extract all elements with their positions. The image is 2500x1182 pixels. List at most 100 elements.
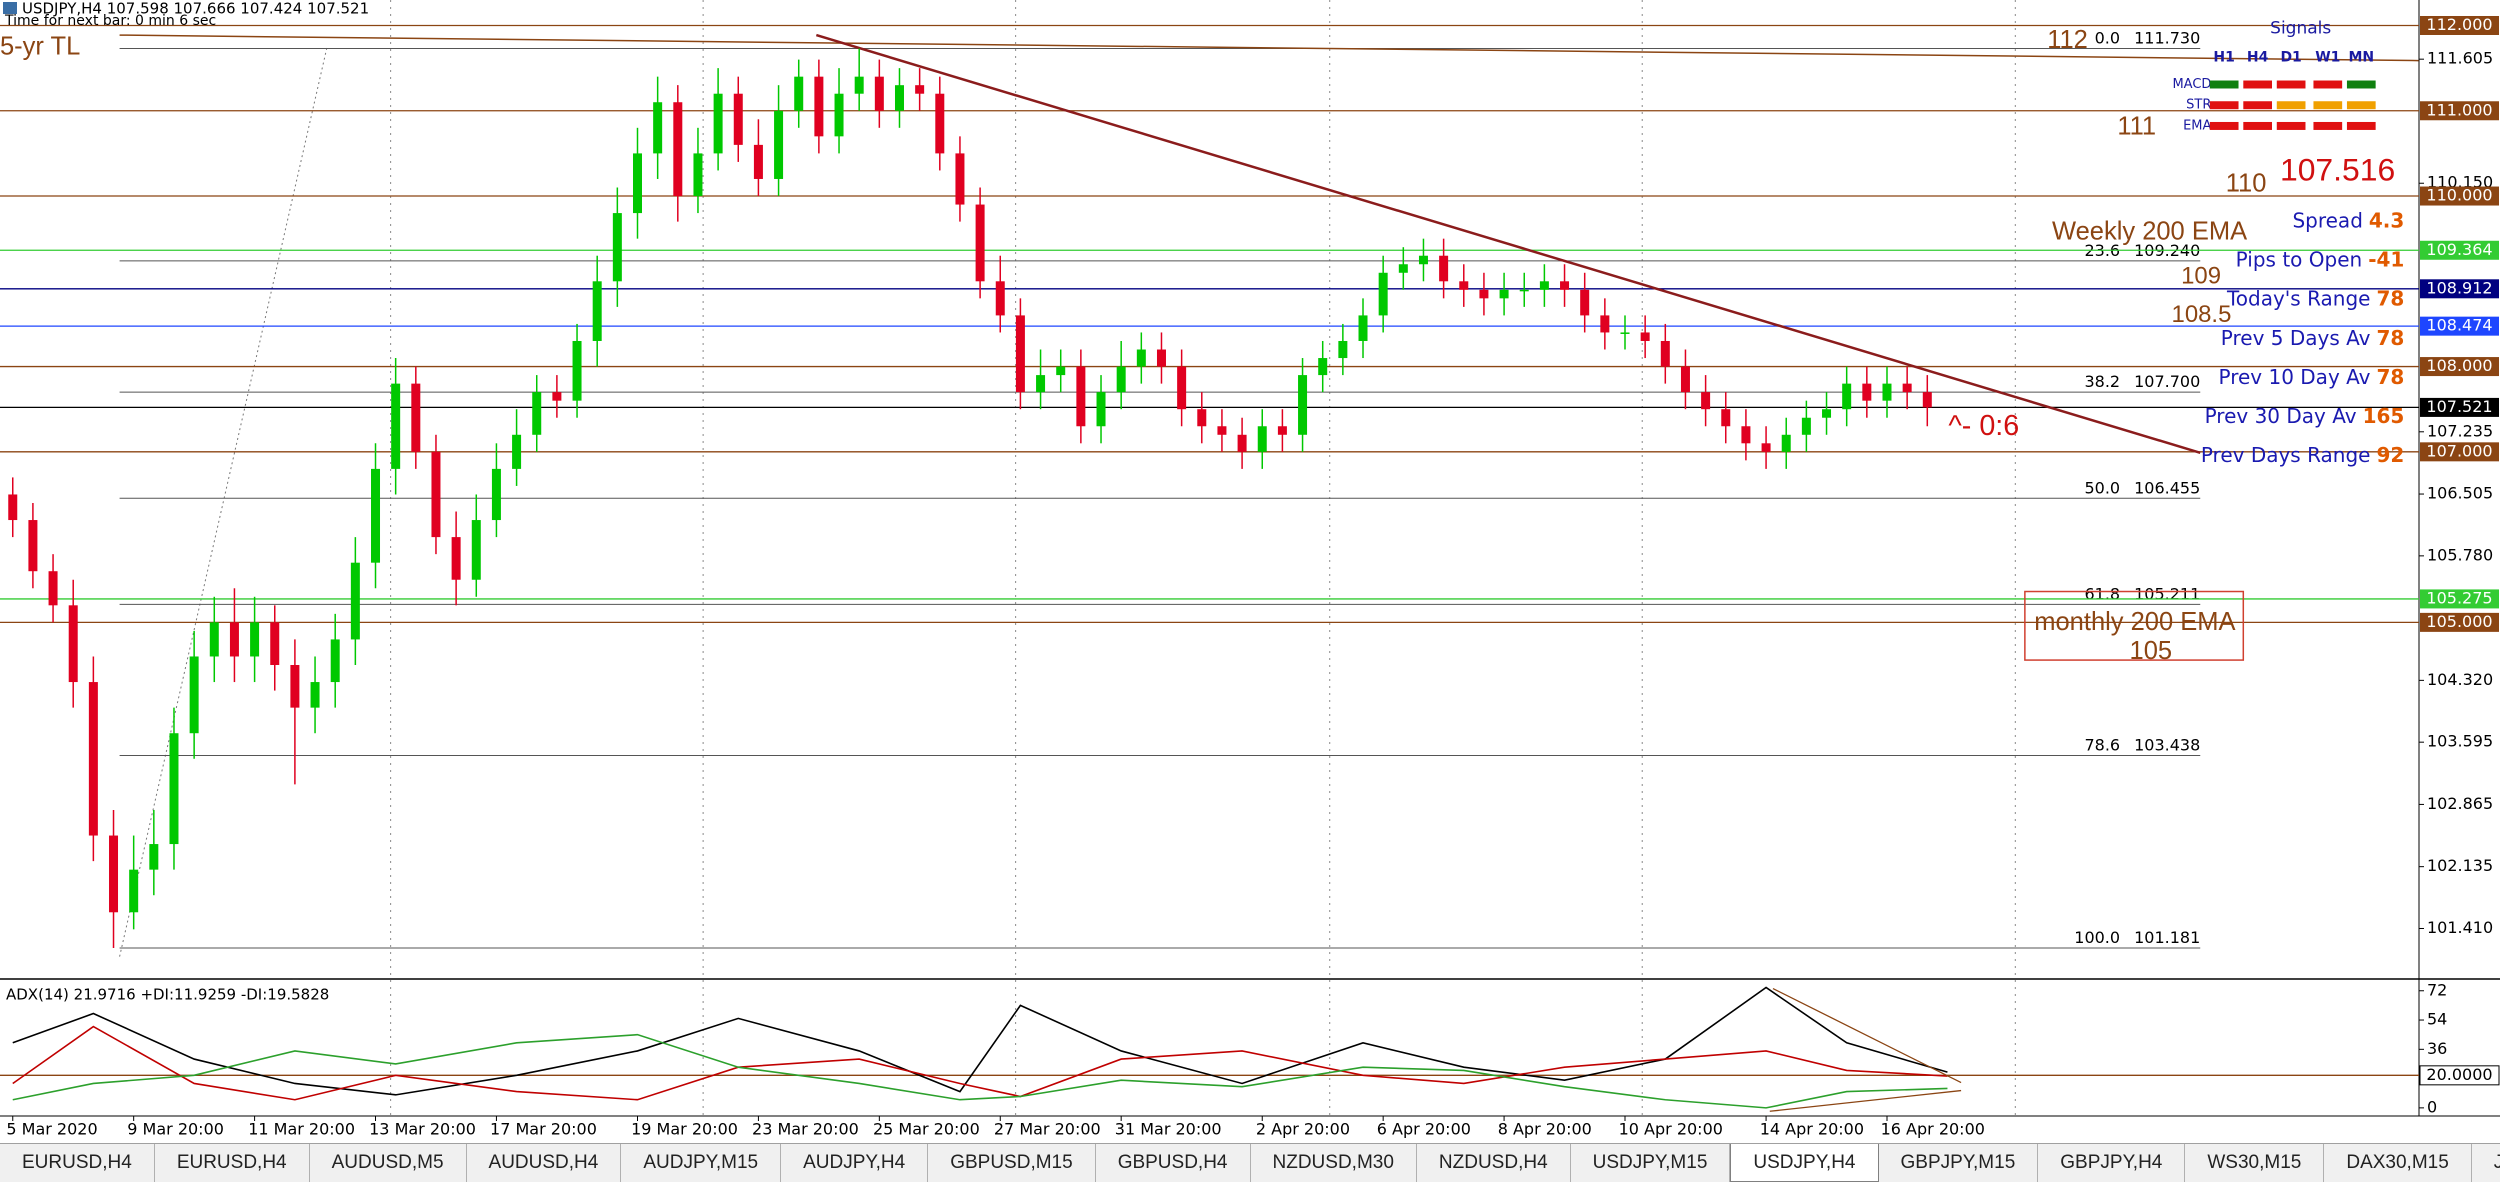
candle-body [915,85,925,94]
chart-tab[interactable]: NZDUSD,H4 [1417,1144,1571,1182]
candle-body [1560,281,1570,290]
price-level-box [2420,397,2499,417]
fibo-price: 103.438 [2134,735,2200,754]
annotation: 110 [2226,170,2267,198]
candle-body [471,520,481,580]
candle-body [1660,340,1670,367]
chart-tab[interactable]: EURUSD,H4 [0,1144,155,1182]
fibo-price: 107.700 [2134,372,2200,391]
candle-body [48,571,58,606]
price-level-box [2420,589,2499,609]
candle-body [1862,383,1872,401]
candle-body [572,340,582,401]
signals-row: EMA [2183,118,2211,133]
price-level-label: 107.000 [2426,441,2492,460]
candle-body [673,102,683,197]
trend-line-5yr [119,34,2419,62]
candle-body [189,656,199,734]
signal-cell [2276,80,2306,89]
candle-body [1741,426,1751,444]
candle-body [109,835,119,913]
stat-label: Spread [2292,208,2362,232]
chart-tab[interactable]: AUDUSD,H4 [467,1144,622,1182]
chart-tab[interactable]: NZDUSD,M30 [1251,1144,1417,1182]
stat-value: 4.3 [2369,208,2404,232]
signal-cell [2313,121,2343,130]
stat-value: 78 [2376,286,2404,310]
chart-tab[interactable]: EURUSD,H4 [155,1144,310,1182]
chart-tab[interactable]: AUDJPY,M15 [621,1144,782,1182]
candle-body [1721,409,1731,427]
annotation: 108.5 [2172,301,2232,328]
annotation: 111 [2117,112,2156,140]
chart-tab[interactable]: WS30,M15 [2185,1144,2325,1182]
candle-body [834,93,844,137]
y-tick-label: 102.865 [2427,794,2493,813]
symbol-icon [3,2,17,14]
candle-body [209,622,219,657]
annotation: 109 [2181,263,2221,290]
x-tick-label: 14 Apr 20:00 [1760,1120,1864,1139]
y-tick-label: 101.410 [2427,918,2493,937]
chart-tab[interactable]: GBPUSD,M15 [928,1144,1096,1182]
candle-body [774,110,784,179]
fibo-label: 50.0 106.455 [2084,478,2200,497]
chart-tab[interactable]: USDJPY,M15 [1571,1144,1731,1182]
x-tick-label: 6 Apr 20:00 [1377,1120,1471,1139]
chart-tab[interactable]: AUDJPY,H4 [781,1144,929,1182]
chart-tab[interactable]: DAX30,M15 [2324,1144,2472,1182]
adx-trend [1769,1089,1962,1112]
signal-cell [2243,101,2273,110]
candle-body [391,383,401,469]
candle-body [1136,349,1146,367]
chart-tab[interactable]: USDJPY,H4 [1730,1144,1879,1182]
fibo-price: 101.181 [2134,928,2200,947]
indicator-line [12,1033,1948,1109]
candle-body [229,622,239,657]
candle-body [592,281,602,341]
indicator-title: ADX(14) 21.9716 +DI:11.9259 -DI:19.5828 [6,986,329,1004]
fibo-ratio: 78.6 [2084,735,2120,754]
candle-body [733,93,743,145]
stat-label: Prev Days Range [2201,442,2371,466]
fibo-ratio: 50.0 [2084,478,2120,497]
price-level-box [2420,612,2499,632]
stat-row: Prev 5 Days Av 78 [2221,325,2405,349]
candle-body [1519,289,1529,292]
chart-tab[interactable]: GBPJPY,M15 [1879,1144,2039,1182]
price-level-label: 108.912 [2426,278,2492,297]
x-tick-label: 9 Mar 20:00 [127,1120,224,1139]
adx-trend [1772,987,1962,1084]
fibo-diagonal [119,47,328,957]
y-tick-label: 106.505 [2427,484,2493,503]
indicator-level-box [2419,1065,2500,1086]
candle-body [1156,349,1166,367]
fibo-price: 105.211 [2134,584,2200,603]
candle-body [290,665,300,708]
signals-row: MACD [2172,77,2211,92]
candle-body [431,451,441,538]
chart-tab[interactable]: JP225,Weekly [2472,1144,2500,1182]
signal-cell [2346,121,2376,130]
signal-cell [2243,80,2273,89]
candle-body [1358,315,1368,341]
candle-body [1257,426,1267,452]
x-tick-label: 31 Mar 20:00 [1115,1120,1222,1139]
price-level-label: 109.364 [2426,240,2492,259]
annotation: 107.516 [2280,152,2395,188]
stat-value: 78 [2376,364,2404,388]
x-tick-label: 13 Mar 20:00 [369,1120,476,1139]
note-text: monthly 200 EMA [2034,608,2235,636]
candle-body [1822,409,1832,418]
chart-tab[interactable]: AUDUSD,M5 [310,1144,467,1182]
chart-tab[interactable]: GBPUSD,H4 [1096,1144,1251,1182]
chart-tab[interactable]: GBPJPY,H4 [2038,1144,2186,1182]
x-tick-label: 27 Mar 20:00 [994,1120,1101,1139]
candle-body [935,93,945,154]
signal-cell [2243,121,2273,130]
candle-body [1439,255,1449,282]
stat-label: Prev 5 Days Av [2221,325,2371,349]
signal-cell [2209,121,2239,130]
fibo-ratio: 0.0 [2095,28,2120,47]
candle-body [1338,340,1348,359]
